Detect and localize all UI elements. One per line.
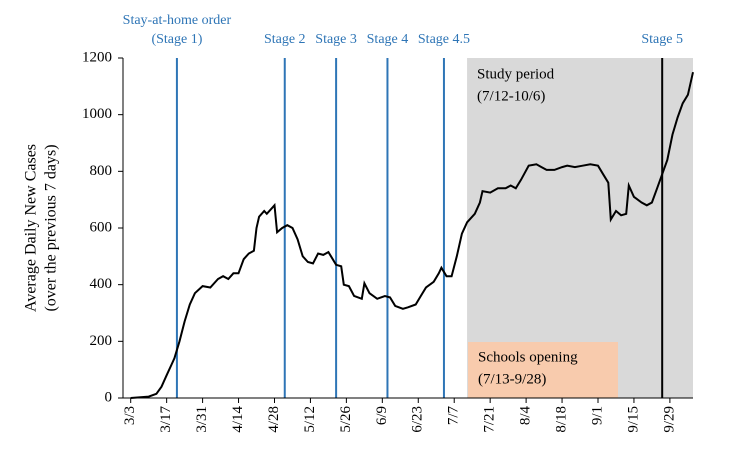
y-tick-label: 400 [90, 276, 113, 292]
y-tick-label: 600 [90, 219, 113, 235]
x-tick-label: 4/28 [266, 406, 282, 433]
x-tick-label: 3/17 [158, 406, 174, 433]
x-tick-label: 8/4 [518, 406, 534, 426]
x-tick-label: 8/18 [553, 406, 569, 433]
schools-opening-label: Schools opening [478, 349, 578, 365]
x-tick-label: 7/21 [482, 406, 498, 433]
cases-line [130, 71, 694, 399]
y-tick-label: 200 [90, 333, 113, 349]
x-tick-label: 3/31 [194, 406, 210, 433]
y-tick-label: 0 [105, 389, 113, 405]
event-label: (Stage 1) [151, 32, 202, 47]
y-tick-label: 1000 [82, 106, 112, 122]
x-tick-label: 5/26 [338, 406, 354, 433]
study-period-label: Study period [477, 66, 555, 82]
y-axis-label: Average Daily New Cases [23, 144, 40, 312]
x-tick-label: 4/14 [230, 406, 246, 433]
y-axis-label: (over the previous 7 days) [43, 144, 60, 311]
x-tick-label: 6/23 [410, 406, 426, 433]
y-tick-label: 1200 [82, 49, 112, 65]
study-period-shade [467, 58, 693, 398]
event-label: Stage 5 [641, 32, 683, 47]
x-tick-label: 9/15 [625, 406, 641, 433]
event-label: Stay-at-home order [123, 13, 232, 28]
x-tick-label: 5/12 [302, 406, 318, 433]
y-tick-label: 800 [90, 163, 113, 179]
event-label: Stage 4 [367, 32, 409, 47]
x-tick-label: 6/9 [374, 406, 390, 425]
schools-opening-label: (7/13-9/28) [478, 371, 546, 387]
x-tick-label: 7/7 [446, 406, 462, 426]
event-label: Stage 4.5 [418, 32, 470, 47]
event-label: Stage 3 [315, 32, 357, 47]
x-tick-label: 3/3 [122, 406, 138, 425]
study-period-label: (7/12-10/6) [477, 88, 545, 104]
schools-opening-box [468, 342, 618, 398]
x-tick-label: 9/1 [589, 406, 605, 425]
x-tick-label: 9/29 [661, 406, 677, 433]
event-label: Stage 2 [264, 32, 306, 47]
